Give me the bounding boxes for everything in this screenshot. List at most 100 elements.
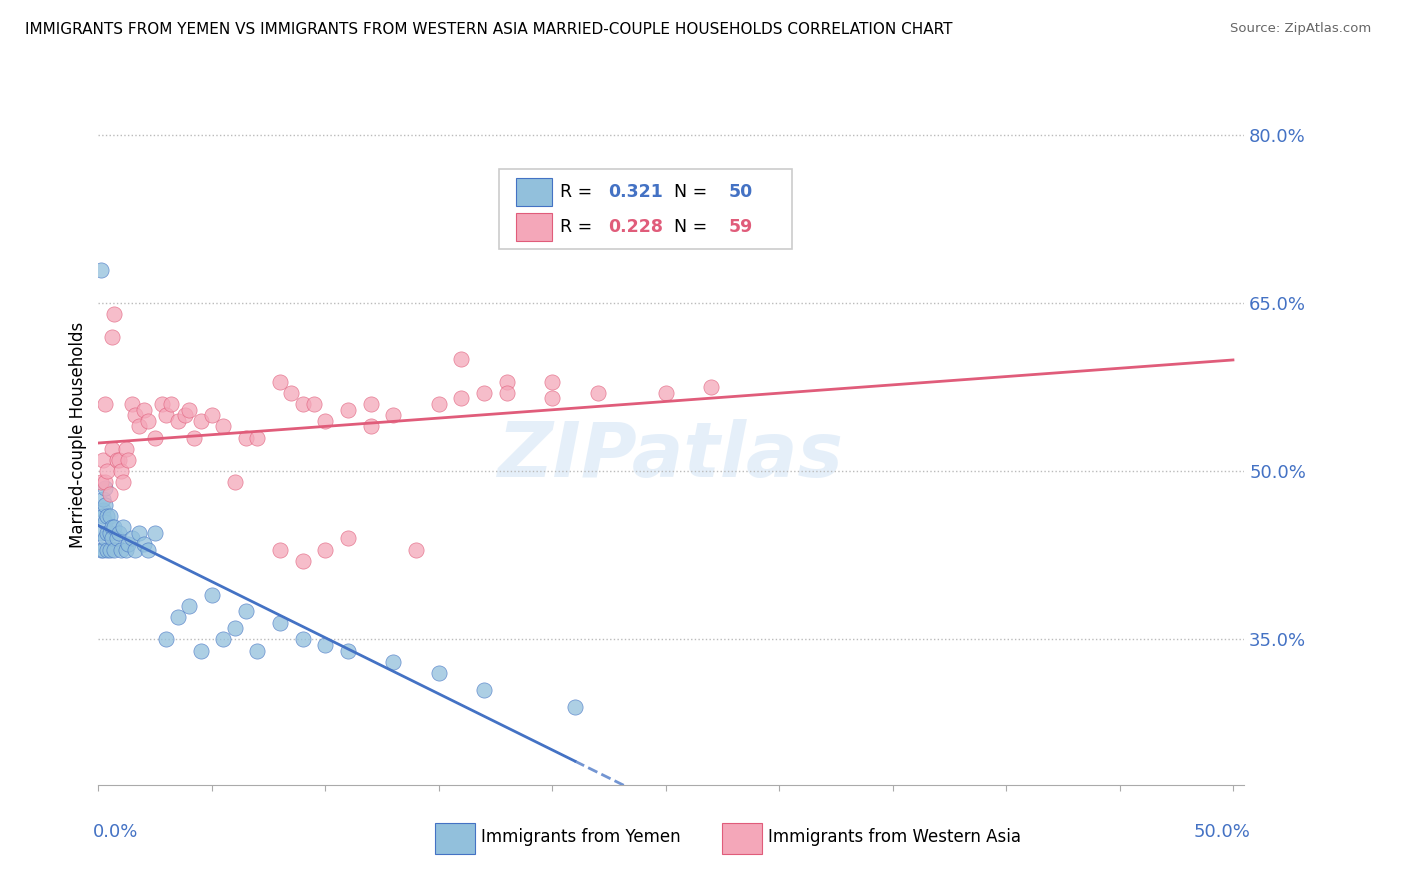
- Point: [138, 542, 160, 557]
- Point: [103, 542, 125, 557]
- Point: [98, 542, 121, 557]
- Text: 59: 59: [728, 218, 752, 235]
- Point: [101, 520, 124, 534]
- Point: [94, 397, 117, 411]
- Point: [94, 532, 117, 546]
- Point: [98, 525, 121, 540]
- Point: [179, 402, 201, 417]
- Point: [96, 542, 118, 557]
- Point: [121, 532, 143, 546]
- FancyBboxPatch shape: [516, 178, 553, 206]
- Point: [586, 385, 609, 400]
- Point: [132, 402, 155, 417]
- Point: [96, 509, 118, 524]
- Point: [190, 414, 212, 428]
- Text: Source: ZipAtlas.com: Source: ZipAtlas.com: [1230, 22, 1371, 36]
- Point: [564, 699, 586, 714]
- Text: Immigrants from Yemen: Immigrants from Yemen: [481, 829, 681, 847]
- Text: IMMIGRANTS FROM YEMEN VS IMMIGRANTS FROM WESTERN ASIA MARRIED-COUPLE HOUSEHOLDS : IMMIGRANTS FROM YEMEN VS IMMIGRANTS FROM…: [25, 22, 953, 37]
- Point: [150, 397, 173, 411]
- Point: [190, 643, 212, 657]
- Point: [98, 486, 121, 500]
- Text: ZIPatlas: ZIPatlas: [498, 419, 845, 493]
- Point: [472, 385, 495, 400]
- Point: [166, 414, 188, 428]
- Point: [98, 509, 121, 524]
- Point: [337, 532, 360, 546]
- FancyBboxPatch shape: [436, 822, 475, 854]
- Point: [114, 442, 136, 456]
- Point: [472, 682, 495, 697]
- Point: [90, 525, 112, 540]
- Point: [94, 475, 117, 490]
- Point: [212, 632, 235, 647]
- Point: [314, 414, 336, 428]
- Point: [179, 599, 201, 613]
- FancyBboxPatch shape: [516, 213, 553, 241]
- Point: [101, 330, 124, 344]
- Point: [108, 453, 131, 467]
- Point: [654, 385, 676, 400]
- Point: [246, 431, 269, 445]
- Point: [291, 397, 314, 411]
- Text: 50: 50: [728, 183, 752, 201]
- Point: [110, 464, 132, 478]
- Point: [450, 392, 472, 406]
- Text: 0.0%: 0.0%: [93, 823, 138, 841]
- Point: [160, 397, 183, 411]
- Y-axis label: Married-couple Households: Married-couple Households: [69, 322, 87, 548]
- Point: [155, 409, 177, 423]
- Point: [128, 419, 150, 434]
- Point: [405, 542, 427, 557]
- Point: [103, 520, 125, 534]
- Point: [360, 419, 382, 434]
- Point: [105, 453, 128, 467]
- Point: [269, 615, 291, 630]
- Point: [201, 587, 224, 601]
- Text: Immigrants from Western Asia: Immigrants from Western Asia: [768, 829, 1021, 847]
- Point: [96, 464, 118, 478]
- Point: [235, 604, 257, 618]
- Point: [132, 537, 155, 551]
- FancyBboxPatch shape: [721, 822, 762, 854]
- Point: [105, 532, 128, 546]
- Point: [101, 532, 124, 546]
- Point: [124, 409, 146, 423]
- Point: [269, 542, 291, 557]
- Point: [173, 409, 195, 423]
- Point: [541, 392, 564, 406]
- Point: [138, 414, 160, 428]
- Point: [427, 397, 450, 411]
- Point: [90, 262, 112, 277]
- Point: [450, 352, 472, 367]
- Point: [114, 542, 136, 557]
- Point: [94, 481, 117, 495]
- Point: [224, 621, 246, 635]
- Point: [155, 632, 177, 647]
- FancyBboxPatch shape: [499, 169, 792, 249]
- Point: [280, 385, 302, 400]
- Point: [183, 431, 205, 445]
- Point: [124, 542, 146, 557]
- Point: [235, 431, 257, 445]
- Point: [112, 475, 135, 490]
- Point: [166, 610, 188, 624]
- Point: [103, 307, 125, 321]
- Text: 50.0%: 50.0%: [1194, 823, 1250, 841]
- Text: N =: N =: [664, 218, 713, 235]
- Text: N =: N =: [664, 183, 713, 201]
- Point: [143, 525, 166, 540]
- Point: [91, 453, 114, 467]
- Point: [94, 498, 117, 512]
- Point: [96, 525, 118, 540]
- Point: [427, 665, 450, 680]
- Point: [108, 525, 131, 540]
- Point: [360, 397, 382, 411]
- Point: [128, 525, 150, 540]
- Point: [246, 643, 269, 657]
- Text: 0.228: 0.228: [609, 218, 664, 235]
- Point: [269, 375, 291, 389]
- Point: [337, 402, 360, 417]
- Point: [91, 542, 114, 557]
- Point: [117, 453, 139, 467]
